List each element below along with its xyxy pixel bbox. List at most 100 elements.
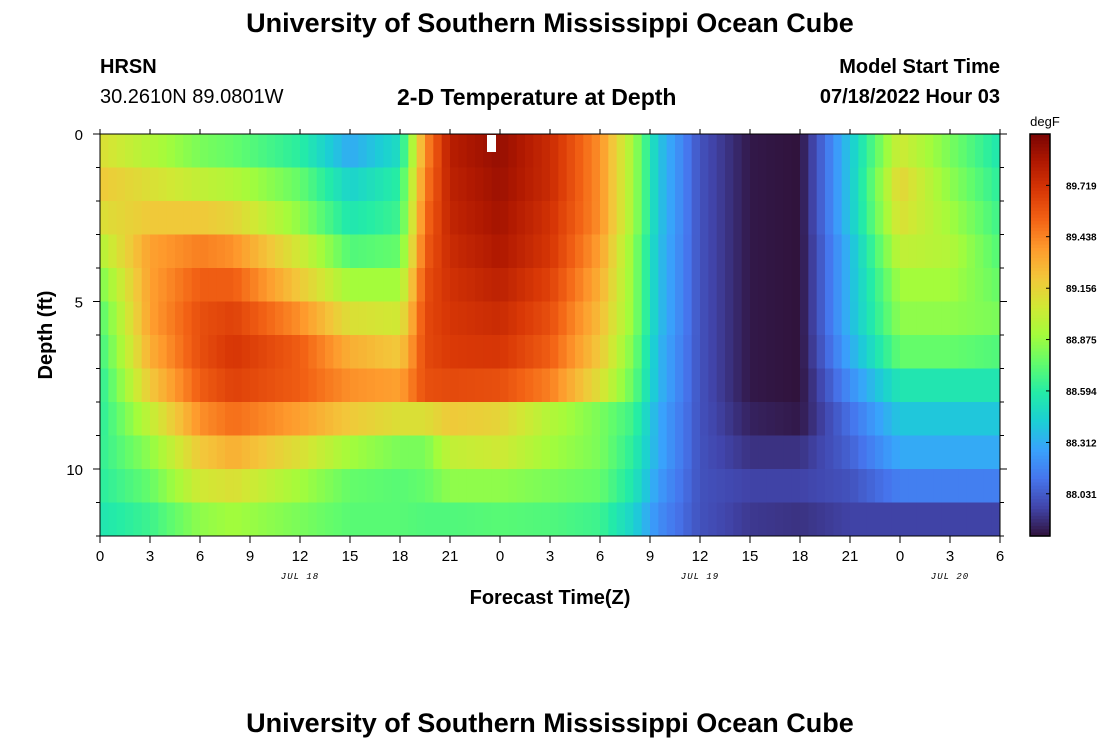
heatmap-cell bbox=[700, 167, 709, 202]
heatmap-cell bbox=[250, 469, 259, 504]
heatmap-cell bbox=[925, 134, 934, 169]
heatmap-cell bbox=[591, 268, 601, 303]
heatmap-cell bbox=[575, 435, 584, 470]
heatmap-cell bbox=[700, 469, 709, 504]
heatmap-cell bbox=[533, 268, 543, 303]
heatmap-cell bbox=[783, 368, 793, 403]
date-label: JUL 18 bbox=[281, 572, 319, 582]
heatmap-cell bbox=[325, 268, 334, 303]
heatmap-cell bbox=[383, 301, 393, 336]
heatmap-cell bbox=[483, 301, 493, 336]
heatmap-cell bbox=[325, 201, 334, 236]
heatmap-cell bbox=[791, 167, 801, 202]
heatmap-cell bbox=[341, 335, 351, 370]
x-tick-label: 6 bbox=[196, 548, 204, 565]
heatmap-cell bbox=[616, 502, 626, 536]
heatmap-cell bbox=[400, 368, 409, 403]
heatmap-cell bbox=[766, 301, 776, 336]
heatmap-cell bbox=[266, 201, 276, 236]
heatmap-cell bbox=[558, 134, 568, 169]
colorbar-units: degF bbox=[1030, 114, 1060, 129]
heatmap-cell bbox=[566, 402, 576, 437]
heatmap-cell bbox=[133, 268, 143, 303]
heatmap-cell bbox=[491, 469, 501, 504]
heatmap-cell bbox=[333, 469, 343, 504]
colorbar-segment bbox=[1030, 190, 1050, 195]
heatmap-cell bbox=[150, 234, 159, 269]
heatmap-cell bbox=[700, 201, 709, 236]
heatmap-cell bbox=[683, 134, 693, 169]
colorbar-segment bbox=[1030, 351, 1050, 356]
heatmap-cell bbox=[866, 268, 876, 303]
heatmap-cell bbox=[191, 167, 201, 202]
heatmap-cell bbox=[383, 268, 393, 303]
heatmap-cell bbox=[550, 201, 559, 236]
heatmap-cell bbox=[108, 201, 118, 236]
heatmap-cell bbox=[675, 435, 684, 470]
x-tick-label: 21 bbox=[442, 548, 459, 565]
heatmap-cell bbox=[300, 134, 309, 169]
heatmap-cell bbox=[983, 435, 993, 470]
heatmap-cell bbox=[408, 134, 418, 169]
heatmap-cell bbox=[641, 134, 651, 169]
heatmap-cell bbox=[850, 134, 859, 169]
heatmap-cell bbox=[641, 234, 651, 269]
heatmap-cell bbox=[475, 502, 484, 536]
heatmap-cell bbox=[875, 201, 884, 236]
colorbar-segment bbox=[1030, 321, 1050, 326]
heatmap-cell bbox=[558, 402, 568, 437]
heatmap-cell bbox=[466, 502, 476, 536]
heatmap-cell bbox=[866, 368, 876, 403]
heatmap-cell bbox=[841, 301, 851, 336]
heatmap-cell bbox=[641, 402, 651, 437]
colorbar-segment bbox=[1030, 231, 1050, 236]
heatmap-cell bbox=[491, 301, 501, 336]
heatmap-cell bbox=[216, 502, 226, 536]
heatmap-cell bbox=[766, 268, 776, 303]
heatmap-cell bbox=[691, 368, 701, 403]
heatmap-cell bbox=[458, 268, 468, 303]
heatmap-cell bbox=[858, 335, 868, 370]
heatmap-cell bbox=[900, 502, 909, 536]
heatmap-cell bbox=[783, 435, 793, 470]
heatmap-cell bbox=[975, 368, 984, 403]
heatmap-cell bbox=[191, 201, 201, 236]
heatmap-cell bbox=[533, 167, 543, 202]
colorbar-segment bbox=[1030, 194, 1050, 199]
heatmap-cell bbox=[116, 167, 126, 202]
heatmap-cell bbox=[625, 201, 634, 236]
heatmap-cell bbox=[908, 502, 918, 536]
heatmap-cell bbox=[750, 167, 759, 202]
colorbar-segment bbox=[1030, 515, 1050, 520]
heatmap-cell bbox=[416, 502, 426, 536]
heatmap-cell bbox=[825, 502, 834, 536]
heatmap-cell bbox=[175, 368, 184, 403]
missing-data-marker bbox=[487, 135, 496, 152]
heatmap-cell bbox=[450, 134, 459, 169]
heatmap-cell bbox=[641, 268, 651, 303]
heatmap-cell bbox=[775, 368, 784, 403]
heatmap-cell bbox=[783, 301, 793, 336]
heatmap-cell bbox=[866, 435, 876, 470]
heatmap-cell bbox=[416, 402, 426, 437]
heatmap-cell bbox=[200, 234, 209, 269]
heatmap-cell bbox=[291, 469, 301, 504]
heatmap-cell bbox=[158, 134, 168, 169]
heatmap-cell bbox=[700, 435, 709, 470]
heatmap-cell bbox=[466, 268, 476, 303]
heatmap-cell bbox=[491, 502, 501, 536]
heatmap-cell bbox=[116, 301, 126, 336]
heatmap-cell bbox=[666, 134, 676, 169]
heatmap-cell bbox=[875, 134, 884, 169]
heatmap-cell bbox=[833, 201, 843, 236]
heatmap-cell bbox=[125, 134, 134, 169]
colorbar-segment bbox=[1030, 197, 1050, 202]
colorbar-tick-label: 89.438 bbox=[1066, 233, 1097, 244]
heatmap-cell bbox=[866, 134, 876, 169]
heatmap-cell bbox=[133, 469, 143, 504]
heatmap-cell bbox=[950, 268, 959, 303]
heatmap-cell bbox=[608, 368, 618, 403]
heatmap-cell bbox=[266, 402, 276, 437]
heatmap-cell bbox=[750, 502, 759, 536]
heatmap-cell bbox=[566, 268, 576, 303]
